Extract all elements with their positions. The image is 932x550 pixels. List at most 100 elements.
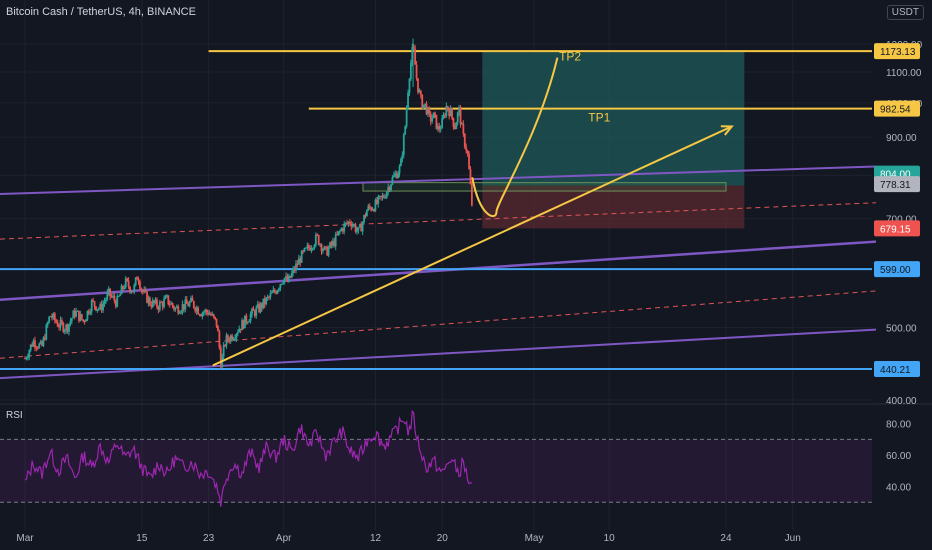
candle-body <box>242 320 245 329</box>
candle-body <box>175 306 178 308</box>
time-axis-label: 24 <box>720 533 732 544</box>
candle-body <box>417 78 419 93</box>
candle-body <box>46 322 49 325</box>
annotation-label: TP2 <box>559 49 581 63</box>
candle-body <box>126 278 129 281</box>
candle-body <box>397 173 400 179</box>
candle-body <box>351 225 354 227</box>
dashed-lower-line <box>0 290 877 359</box>
candle-body <box>188 302 191 307</box>
candle-body <box>377 196 380 204</box>
candle-body <box>313 245 316 249</box>
candle-body <box>168 304 171 306</box>
candle-body <box>25 358 28 360</box>
candle-body <box>129 286 131 293</box>
candle-body <box>164 296 167 299</box>
trend-arrow-head <box>720 125 734 136</box>
candle-body <box>72 310 75 319</box>
candle-body <box>348 221 351 224</box>
candle-body <box>212 314 215 317</box>
candle-body <box>127 280 130 287</box>
candle-body <box>31 344 34 347</box>
candle-body <box>263 298 266 305</box>
candle-body <box>327 247 330 256</box>
candle-body <box>275 291 278 294</box>
candle-body <box>330 242 333 246</box>
candle-body <box>55 320 58 323</box>
candle-body <box>297 258 300 265</box>
candle-body <box>214 316 217 319</box>
candle-body <box>273 289 276 292</box>
candle-body <box>38 343 41 349</box>
loss-zone <box>482 185 745 229</box>
candle-body <box>104 299 107 302</box>
candle-body <box>299 258 302 263</box>
level-price-tag-bg <box>874 261 920 278</box>
candle-body <box>93 301 96 307</box>
candle-body <box>444 115 446 117</box>
candle-body <box>185 299 188 304</box>
currency-button[interactable]: USDT <box>886 5 924 20</box>
candle-body <box>432 112 435 119</box>
candle-body <box>49 316 52 318</box>
candle-body <box>109 288 112 297</box>
candle-body <box>226 335 229 340</box>
candle-body <box>436 126 439 129</box>
candle-body <box>106 292 109 300</box>
candle-body <box>429 113 432 122</box>
candle-body <box>202 312 205 314</box>
candle-body <box>374 199 377 212</box>
candle-body <box>131 291 134 293</box>
candle-body <box>310 248 313 251</box>
candle-body <box>63 330 66 332</box>
candle-body <box>56 322 59 327</box>
candle-body <box>364 214 367 217</box>
candle-body <box>339 230 341 232</box>
candle-body <box>158 302 161 310</box>
trend-arrow-line <box>212 125 733 367</box>
candle-body <box>207 312 209 315</box>
candle-body <box>73 310 76 317</box>
candle-body <box>150 304 153 307</box>
candle-body <box>36 347 39 349</box>
candle-body <box>425 103 428 115</box>
candle-body <box>211 314 214 316</box>
time-axis-label: 20 <box>437 533 449 544</box>
candle-body <box>76 310 79 312</box>
candle-body <box>336 234 339 236</box>
candle-body <box>249 314 252 321</box>
channel-lower-line <box>0 328 877 380</box>
candle-body <box>272 289 275 293</box>
symbol-title: Bitcoin Cash / TetherUS, 4h, BINANCE <box>6 6 196 18</box>
candle-body <box>133 285 136 293</box>
candle-body <box>431 118 434 122</box>
candle-body <box>103 301 106 304</box>
channel-upper-line <box>0 165 877 196</box>
candle-body <box>85 319 87 322</box>
candle-body <box>236 332 239 334</box>
candle-body <box>470 184 473 206</box>
candle-body <box>300 250 303 263</box>
level-price-tag-bg <box>874 360 920 377</box>
rsi-axis-label: 80.00 <box>886 420 911 431</box>
candle-body <box>270 292 273 294</box>
candle-body <box>427 108 429 115</box>
candle-body <box>86 310 89 320</box>
candle-body <box>404 126 407 135</box>
candle-body <box>453 126 456 130</box>
candle-body <box>28 350 31 358</box>
rsi-axis-label: 40.00 <box>886 483 911 494</box>
price-tag-bg <box>874 176 920 193</box>
candle-body <box>462 123 465 134</box>
candle-body <box>290 273 293 278</box>
candle-body <box>314 234 317 246</box>
candle-body <box>87 310 90 314</box>
consolidation-box <box>362 182 727 192</box>
candle-body <box>375 199 378 204</box>
candle-body <box>244 315 246 329</box>
candle-body <box>343 223 346 232</box>
candle-body <box>204 309 207 313</box>
candle-body <box>337 231 340 235</box>
candle-body <box>391 177 394 185</box>
